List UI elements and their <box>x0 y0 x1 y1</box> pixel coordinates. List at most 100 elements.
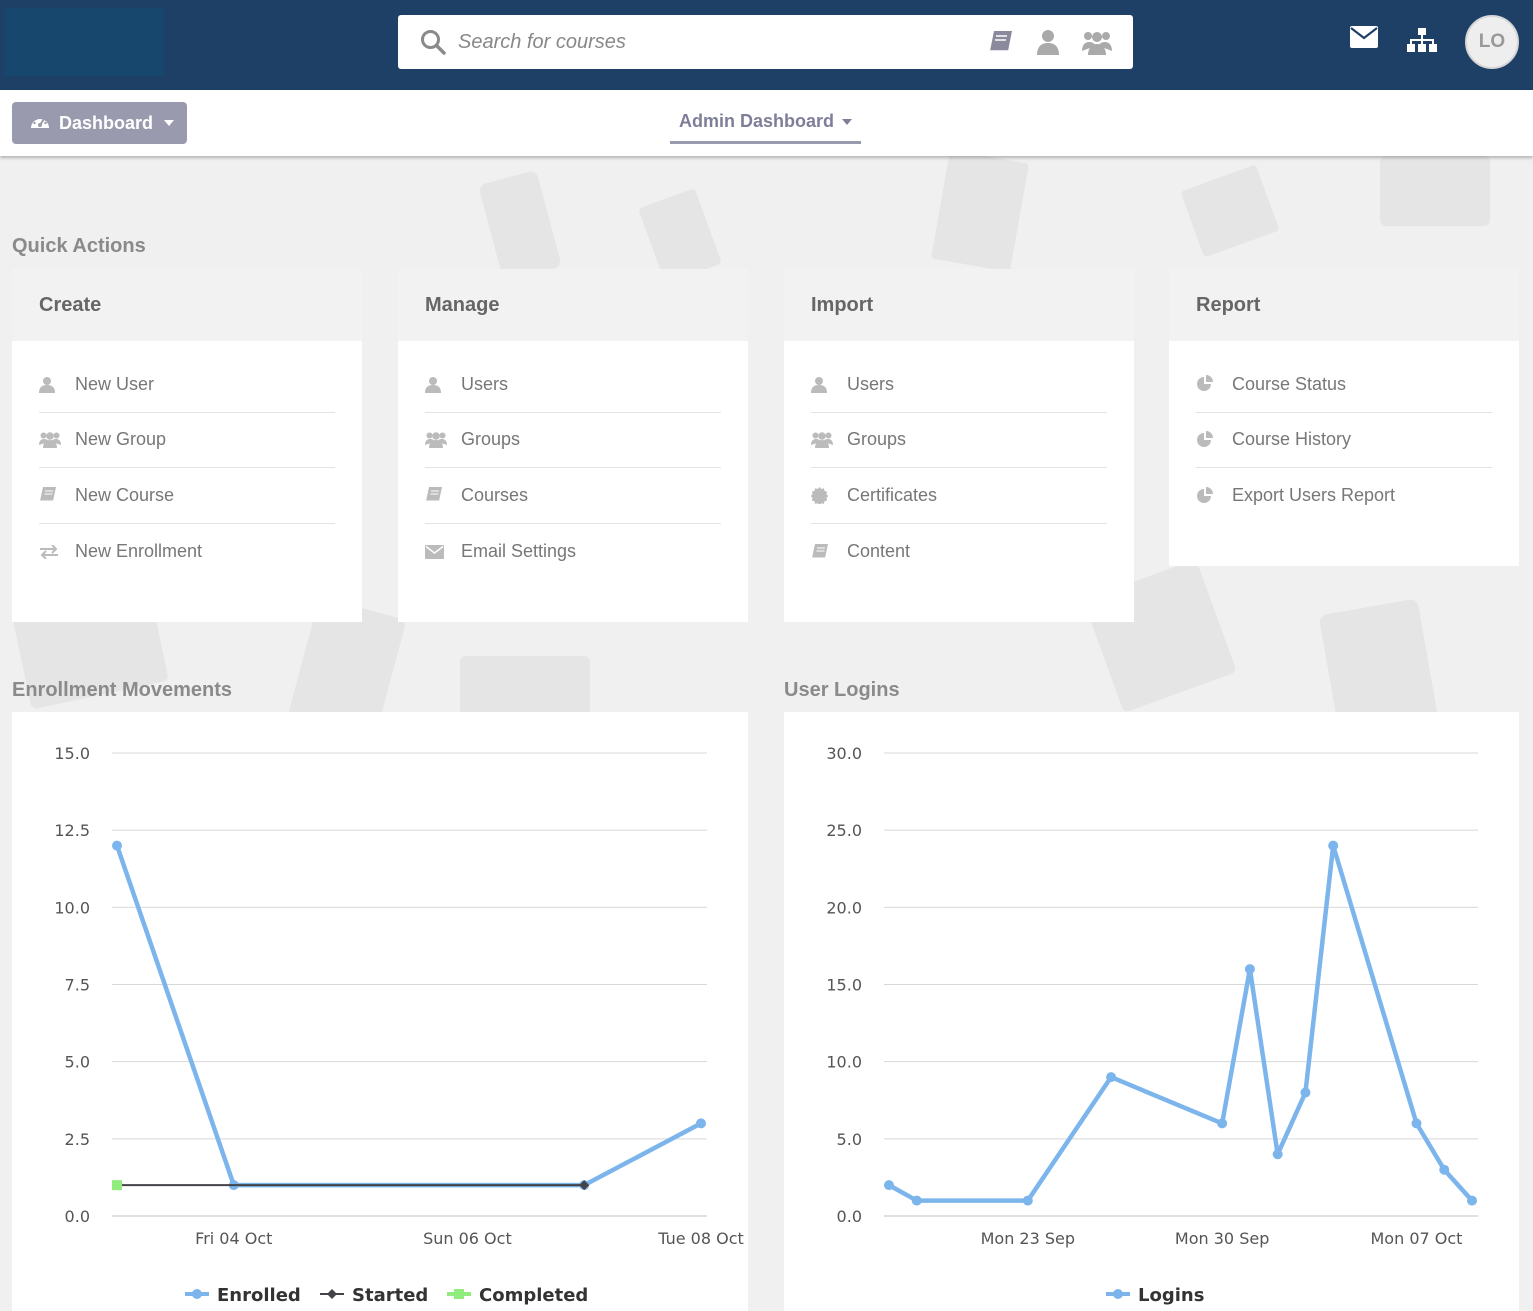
action-label: Courses <box>461 484 529 505</box>
users-icon[interactable] <box>1082 27 1112 57</box>
card-body: Users Groups Certificates Content <box>784 341 1134 579</box>
users-icon <box>425 431 461 449</box>
data-point-enrolled <box>696 1118 706 1129</box>
action-link-import-groups[interactable]: Groups <box>811 413 1107 469</box>
legend-label-logins: Logins <box>1138 1285 1204 1306</box>
y-tick-label: 25.0 <box>826 821 862 840</box>
action-link-import-users[interactable]: Users <box>811 357 1107 413</box>
action-label: Users <box>461 373 509 394</box>
y-tick-label: 7.5 <box>65 976 90 995</box>
search-input[interactable] <box>458 27 958 57</box>
action-link-create-new-enrollment[interactable]: New Enrollment <box>39 524 335 580</box>
data-point-logins <box>1328 840 1339 851</box>
data-point-enrolled <box>112 840 122 851</box>
quick-action-card-report: Report Course Status Course History Export … <box>1169 269 1519 566</box>
pie-chart-icon <box>1196 375 1232 393</box>
action-link-manage-users[interactable]: Users <box>425 357 721 413</box>
action-label: Email Settings <box>461 541 577 562</box>
action-link-create-new-course[interactable]: New Course <box>39 468 335 524</box>
card-title: Report <box>1169 269 1519 341</box>
data-point-started <box>579 1180 590 1191</box>
data-point-logins <box>1467 1195 1477 1206</box>
y-tick-label: 10.0 <box>54 898 90 917</box>
search-box <box>398 15 1133 69</box>
card-body: New User New Group New Course New Enrollmen… <box>12 341 362 579</box>
y-tick-label: 5.0 <box>837 1130 862 1149</box>
user-logins-title: User Logins <box>784 679 900 701</box>
card-body: Users Groups Courses Email Settings <box>398 341 748 579</box>
series-line-logins <box>887 843 1474 1203</box>
action-link-manage-groups[interactable]: Groups <box>425 413 721 469</box>
dashboard-dropdown-button[interactable]: Dashboard <box>12 102 187 144</box>
data-point-logins <box>1217 1118 1228 1129</box>
action-label: New User <box>75 373 155 394</box>
enrollment-movements-title: Enrollment Movements <box>12 679 233 701</box>
action-label: New Course <box>75 484 175 505</box>
legend-label-enrolled: Enrolled <box>217 1285 301 1306</box>
action-link-manage-courses[interactable]: Courses <box>425 468 721 524</box>
search-icon[interactable] <box>420 29 446 60</box>
pie-chart-icon <box>1196 486 1232 505</box>
legend-marker-enrolled <box>192 1289 202 1299</box>
data-point-logins <box>1439 1164 1450 1175</box>
action-link-import-content[interactable]: Content <box>811 524 1107 580</box>
book-icon <box>39 487 75 503</box>
quick-action-card-create: Create New User New Group New Course New Enr… <box>12 269 362 622</box>
legend-label-started: Started <box>352 1285 428 1306</box>
admin-dashboard-tab[interactable]: Admin Dashboard <box>670 102 861 144</box>
y-tick-label: 20.0 <box>826 898 862 917</box>
action-link-report-export-users-report[interactable]: Export Users Report <box>1196 468 1492 524</box>
y-tick-label: 15.0 <box>54 744 90 763</box>
legend-marker-started <box>327 1289 337 1299</box>
top-navbar: LO <box>0 0 1533 90</box>
data-point-logins <box>1300 1087 1311 1098</box>
user-icon[interactable] <box>1037 27 1059 57</box>
y-tick-label: 12.5 <box>54 821 90 840</box>
logo[interactable] <box>4 8 164 76</box>
y-tick-label: 0.0 <box>65 1207 90 1226</box>
data-point-completed <box>112 1180 122 1191</box>
x-tick-label: Sun 06 Oct <box>423 1229 512 1248</box>
user-icon <box>425 376 461 393</box>
sitemap-icon[interactable] <box>1407 28 1437 57</box>
quick-actions-title: Quick Actions <box>12 235 146 257</box>
y-tick-label: 2.5 <box>65 1130 90 1149</box>
x-tick-label: Mon 30 Sep <box>1175 1229 1269 1248</box>
quick-action-card-manage: Manage Users Groups Courses Email Settings <box>398 269 748 622</box>
action-label: Users <box>847 373 895 394</box>
action-label: Course History <box>1232 429 1352 450</box>
y-tick-label: 30.0 <box>826 744 862 763</box>
envelope-icon[interactable] <box>1350 26 1378 53</box>
card-body: Course Status Course History Export Users … <box>1169 341 1519 524</box>
book-icon[interactable] <box>988 27 1014 57</box>
dashboard-icon <box>30 113 50 134</box>
action-link-report-course-history[interactable]: Course History <box>1196 413 1492 469</box>
legend-marker-logins <box>1113 1289 1123 1299</box>
card-title: Create <box>12 269 362 341</box>
exchange-icon <box>39 544 75 559</box>
envelope-icon <box>425 544 461 559</box>
action-link-create-new-user[interactable]: New User <box>39 357 335 413</box>
data-point-logins <box>1022 1195 1033 1206</box>
caret-down-icon <box>164 120 175 126</box>
enrollment-chart: 0.0 2.5 5.0 7.5 10.0 12.5 15.0 Fri 04 Oct Sun 06… <box>54 744 744 1306</box>
x-tick-label: Fri 04 Oct <box>195 1229 272 1248</box>
action-link-import-certificates[interactable]: Certificates <box>811 468 1107 524</box>
quick-action-card-import: Import Users Groups Certificates Content <box>784 269 1134 622</box>
series-line-enrolled <box>114 844 703 1188</box>
action-label: Certificates <box>847 484 938 505</box>
action-link-report-course-status[interactable]: Course Status <box>1196 357 1492 413</box>
user-icon <box>811 376 847 393</box>
data-point-logins <box>884 1180 894 1191</box>
action-link-manage-email-settings[interactable]: Email Settings <box>425 524 721 580</box>
y-tick-label: 10.0 <box>826 1053 862 1072</box>
sub-navbar: Dashboard Admin Dashboard <box>0 90 1533 156</box>
caret-down-icon <box>842 118 852 125</box>
action-link-create-new-group[interactable]: New Group <box>39 413 335 469</box>
legend-label-completed: Completed <box>479 1285 588 1306</box>
y-tick-label: 5.0 <box>65 1053 90 1072</box>
action-label: Export Users Report <box>1232 485 1396 506</box>
x-tick-label: Tue 08 Oct <box>657 1229 744 1248</box>
action-label: Groups <box>847 429 907 450</box>
avatar[interactable]: LO <box>1465 15 1519 69</box>
